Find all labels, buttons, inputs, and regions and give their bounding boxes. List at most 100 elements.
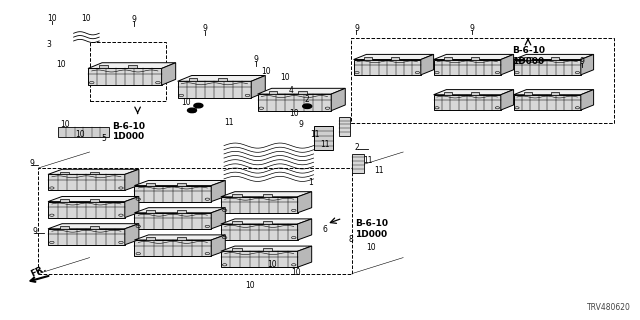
Text: 11: 11 xyxy=(321,140,330,149)
Polygon shape xyxy=(125,196,139,218)
Text: 9: 9 xyxy=(33,227,38,236)
Bar xyxy=(351,38,614,123)
Bar xyxy=(177,237,186,240)
Polygon shape xyxy=(514,90,594,95)
Polygon shape xyxy=(134,235,225,240)
Polygon shape xyxy=(258,88,346,94)
Polygon shape xyxy=(354,54,434,60)
Polygon shape xyxy=(211,180,225,202)
Polygon shape xyxy=(581,90,594,110)
Bar xyxy=(434,60,501,75)
Text: B-6-10
1D000: B-6-10 1D000 xyxy=(512,46,545,66)
Polygon shape xyxy=(161,63,175,85)
Polygon shape xyxy=(500,90,514,110)
Text: 6: 6 xyxy=(323,225,328,234)
Bar xyxy=(178,81,252,98)
Text: 10: 10 xyxy=(180,98,191,107)
Bar xyxy=(524,92,532,95)
Bar xyxy=(48,174,125,190)
Polygon shape xyxy=(332,88,346,111)
Bar xyxy=(263,248,272,251)
Bar xyxy=(339,117,350,136)
Bar xyxy=(88,68,161,85)
Polygon shape xyxy=(298,219,312,240)
Text: 9: 9 xyxy=(298,120,303,129)
Polygon shape xyxy=(221,192,312,197)
Text: 9: 9 xyxy=(354,24,359,33)
Bar xyxy=(60,226,68,229)
Bar xyxy=(444,57,452,60)
Polygon shape xyxy=(221,219,312,224)
Bar xyxy=(263,194,272,197)
Text: 10: 10 xyxy=(60,120,70,129)
Text: 9: 9 xyxy=(132,15,137,24)
Polygon shape xyxy=(421,54,434,75)
Bar xyxy=(390,57,399,60)
Bar xyxy=(90,172,99,174)
Bar xyxy=(38,168,352,274)
Bar xyxy=(221,251,298,267)
Polygon shape xyxy=(48,224,139,229)
Text: 10: 10 xyxy=(291,268,301,277)
Bar xyxy=(90,42,166,101)
Polygon shape xyxy=(581,54,594,75)
Bar xyxy=(550,92,559,95)
Bar xyxy=(434,95,501,110)
Bar xyxy=(146,210,155,213)
Text: 7: 7 xyxy=(193,106,198,115)
Polygon shape xyxy=(298,246,312,267)
Bar xyxy=(352,154,364,173)
Bar xyxy=(58,127,109,137)
Polygon shape xyxy=(252,76,266,98)
Text: 2: 2 xyxy=(354,143,359,152)
Polygon shape xyxy=(298,192,312,213)
Bar xyxy=(524,57,532,60)
Text: 11: 11 xyxy=(364,156,372,165)
Circle shape xyxy=(188,108,196,113)
Bar xyxy=(470,57,479,60)
Polygon shape xyxy=(434,90,514,95)
Bar xyxy=(218,78,227,81)
Bar xyxy=(232,194,241,197)
Bar xyxy=(232,248,241,251)
Polygon shape xyxy=(500,54,514,75)
Text: 10: 10 xyxy=(289,109,300,118)
Polygon shape xyxy=(125,224,139,245)
Bar xyxy=(470,92,479,95)
Bar xyxy=(232,221,241,224)
Bar xyxy=(364,57,372,60)
Bar xyxy=(177,210,186,213)
Bar xyxy=(258,94,332,111)
Polygon shape xyxy=(125,169,139,190)
Text: 10: 10 xyxy=(260,67,271,76)
Text: 10: 10 xyxy=(366,243,376,252)
Bar xyxy=(221,197,298,213)
Text: 9: 9 xyxy=(580,57,585,66)
Text: 9: 9 xyxy=(202,24,207,33)
Bar xyxy=(189,78,198,81)
Text: 10: 10 xyxy=(81,14,92,23)
Bar xyxy=(444,92,452,95)
Text: 10: 10 xyxy=(267,260,277,269)
Circle shape xyxy=(194,103,203,108)
Polygon shape xyxy=(211,235,225,256)
Polygon shape xyxy=(48,169,139,174)
Polygon shape xyxy=(221,246,312,251)
Bar xyxy=(298,91,307,94)
Bar xyxy=(314,126,333,150)
Bar xyxy=(90,226,99,229)
Bar xyxy=(177,183,186,186)
Text: 9: 9 xyxy=(253,55,259,64)
Bar xyxy=(99,66,108,68)
Text: 10: 10 xyxy=(47,14,58,23)
Bar xyxy=(90,199,99,202)
Bar xyxy=(146,237,155,240)
Text: 5: 5 xyxy=(101,134,106,143)
Polygon shape xyxy=(134,180,225,186)
Text: 10: 10 xyxy=(280,73,290,82)
Polygon shape xyxy=(134,208,225,213)
Text: 2: 2 xyxy=(305,95,310,104)
Bar xyxy=(354,60,421,75)
Text: B-6-10
1D000: B-6-10 1D000 xyxy=(112,122,145,141)
Bar xyxy=(134,213,211,229)
